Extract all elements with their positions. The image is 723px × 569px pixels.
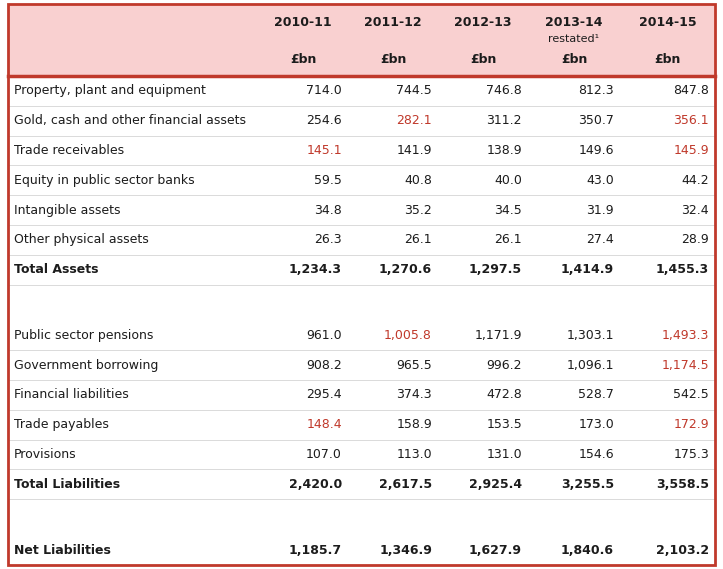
Text: 744.5: 744.5 (396, 84, 432, 97)
Text: 2013-14: 2013-14 (545, 16, 603, 29)
Text: 34.5: 34.5 (495, 204, 522, 217)
Text: 145.9: 145.9 (673, 144, 709, 157)
Text: Equity in public sector banks: Equity in public sector banks (14, 174, 194, 187)
Text: 40.0: 40.0 (494, 174, 522, 187)
Text: 141.9: 141.9 (396, 144, 432, 157)
Text: 528.7: 528.7 (578, 389, 614, 402)
Text: Financial liabilities: Financial liabilities (14, 389, 129, 402)
Text: 746.8: 746.8 (487, 84, 522, 97)
Text: 1,455.3: 1,455.3 (656, 263, 709, 276)
Text: £bn: £bn (470, 53, 496, 66)
Text: 254.6: 254.6 (307, 114, 342, 127)
Text: 350.7: 350.7 (578, 114, 614, 127)
Text: 356.1: 356.1 (673, 114, 709, 127)
Text: 1,171.9: 1,171.9 (474, 329, 522, 342)
Text: 2012-13: 2012-13 (454, 16, 512, 29)
Text: 172.9: 172.9 (673, 418, 709, 431)
Text: 107.0: 107.0 (306, 448, 342, 461)
Text: 295.4: 295.4 (307, 389, 342, 402)
Text: £bn: £bn (380, 53, 406, 66)
Text: 3,255.5: 3,255.5 (561, 478, 614, 491)
Text: Other physical assets: Other physical assets (14, 233, 149, 246)
Text: 3,558.5: 3,558.5 (656, 478, 709, 491)
Text: 2011-12: 2011-12 (364, 16, 422, 29)
Text: 28.9: 28.9 (681, 233, 709, 246)
Text: 131.0: 131.0 (487, 448, 522, 461)
Text: 965.5: 965.5 (396, 358, 432, 372)
Text: 40.8: 40.8 (404, 174, 432, 187)
Text: 2,925.4: 2,925.4 (469, 478, 522, 491)
Text: 908.2: 908.2 (307, 358, 342, 372)
Text: 1,005.8: 1,005.8 (384, 329, 432, 342)
Text: 282.1: 282.1 (396, 114, 432, 127)
Text: 1,185.7: 1,185.7 (289, 543, 342, 556)
Text: 2010-11: 2010-11 (274, 16, 332, 29)
Text: 714.0: 714.0 (307, 84, 342, 97)
Text: 472.8: 472.8 (487, 389, 522, 402)
Text: 961.0: 961.0 (307, 329, 342, 342)
Text: 996.2: 996.2 (487, 358, 522, 372)
Text: Property, plant and equipment: Property, plant and equipment (14, 84, 206, 97)
Text: 1,627.9: 1,627.9 (469, 543, 522, 556)
Text: Intangible assets: Intangible assets (14, 204, 121, 217)
Text: 26.3: 26.3 (315, 233, 342, 246)
Text: 542.5: 542.5 (673, 389, 709, 402)
Text: 153.5: 153.5 (487, 418, 522, 431)
Text: Trade payables: Trade payables (14, 418, 109, 431)
Text: Total Liabilities: Total Liabilities (14, 478, 120, 491)
Text: 138.9: 138.9 (487, 144, 522, 157)
Text: £bn: £bn (290, 53, 316, 66)
Text: 175.3: 175.3 (673, 448, 709, 461)
Text: 149.6: 149.6 (578, 144, 614, 157)
Text: 1,234.3: 1,234.3 (289, 263, 342, 276)
Text: 148.4: 148.4 (307, 418, 342, 431)
Text: 311.2: 311.2 (487, 114, 522, 127)
Text: Government borrowing: Government borrowing (14, 358, 158, 372)
Text: 1,303.1: 1,303.1 (567, 329, 614, 342)
Text: 2,617.5: 2,617.5 (379, 478, 432, 491)
Text: Public sector pensions: Public sector pensions (14, 329, 153, 342)
Text: 35.2: 35.2 (404, 204, 432, 217)
Text: 2,103.2: 2,103.2 (656, 543, 709, 556)
Text: 1,414.9: 1,414.9 (561, 263, 614, 276)
Text: 145.1: 145.1 (307, 144, 342, 157)
Text: 847.8: 847.8 (673, 84, 709, 97)
Text: 44.2: 44.2 (681, 174, 709, 187)
Text: 1,840.6: 1,840.6 (561, 543, 614, 556)
Text: 1,346.9: 1,346.9 (379, 543, 432, 556)
Text: 27.4: 27.4 (586, 233, 614, 246)
Text: 59.5: 59.5 (314, 174, 342, 187)
Text: 31.9: 31.9 (586, 204, 614, 217)
Text: 34.8: 34.8 (315, 204, 342, 217)
Text: £bn: £bn (561, 53, 587, 66)
Text: 1,096.1: 1,096.1 (567, 358, 614, 372)
Text: 173.0: 173.0 (578, 418, 614, 431)
Text: 26.1: 26.1 (404, 233, 432, 246)
Text: Total Assets: Total Assets (14, 263, 98, 276)
Text: 374.3: 374.3 (396, 389, 432, 402)
Text: 1,270.6: 1,270.6 (379, 263, 432, 276)
Text: 2,420.0: 2,420.0 (288, 478, 342, 491)
Text: 113.0: 113.0 (396, 448, 432, 461)
Text: 32.4: 32.4 (681, 204, 709, 217)
Text: £bn: £bn (654, 53, 680, 66)
Text: 1,493.3: 1,493.3 (662, 329, 709, 342)
Text: restated¹: restated¹ (549, 34, 599, 44)
Text: Gold, cash and other financial assets: Gold, cash and other financial assets (14, 114, 246, 127)
Text: 1,297.5: 1,297.5 (469, 263, 522, 276)
Text: Trade receivables: Trade receivables (14, 144, 124, 157)
Text: 1,174.5: 1,174.5 (662, 358, 709, 372)
Text: 812.3: 812.3 (578, 84, 614, 97)
Text: 154.6: 154.6 (578, 448, 614, 461)
Text: Provisions: Provisions (14, 448, 77, 461)
Text: 26.1: 26.1 (495, 233, 522, 246)
Text: 2014-15: 2014-15 (638, 16, 696, 29)
Text: 43.0: 43.0 (586, 174, 614, 187)
Text: Net Liabilities: Net Liabilities (14, 543, 111, 556)
Text: 158.9: 158.9 (396, 418, 432, 431)
Bar (8, 4, 715, 76)
